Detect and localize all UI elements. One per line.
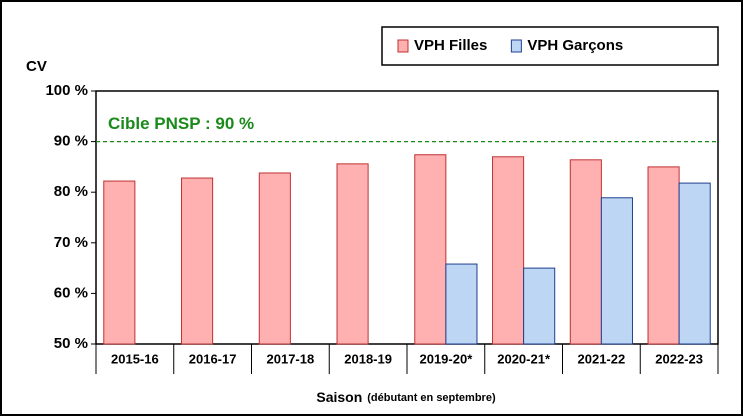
bar [678,182,711,345]
x-tick-label: 2018-19 [344,351,392,366]
bar [414,154,447,345]
bar [445,263,478,345]
bar [181,177,214,345]
x-tick-label: 2015-16 [111,351,159,366]
x-tick-label: 2020-21* [497,351,551,366]
x-tick-label: 2016-17 [189,351,237,366]
x-tick-label: 2022-23 [655,351,703,366]
target-label: Cible PNSP : 90 % [108,114,254,133]
legend-label: VPH Filles [414,37,487,54]
legend-label: VPH Garçons [527,37,623,54]
bar [569,159,602,345]
bar [492,156,525,345]
x-tick-label: 2017-18 [267,351,315,366]
y-axis-label: CV [26,58,47,75]
legend-swatch [397,39,409,53]
bar [523,267,556,345]
bar [647,166,680,345]
x-axis-note: (débutant en septembre) [367,392,496,404]
x-tick-label: 2021-22 [578,351,626,366]
y-tick-label: 80 % [54,183,88,200]
bar [336,163,369,345]
x-axis-title: Saison (débutant en septembre) [316,389,496,405]
y-tick-label: 60 % [54,284,88,301]
legend-box [381,26,719,66]
y-tick-label: 70 % [54,234,88,251]
y-tick-label: 100 % [45,82,88,99]
bar [103,180,136,345]
x-tick-label: 2019-20* [419,351,473,366]
y-tick-label: 50 % [54,335,88,352]
bar [258,172,291,345]
x-axis-label: Saison [316,389,362,405]
bar [600,197,633,345]
y-tick-label: 90 % [54,133,88,150]
legend-swatch [510,39,522,53]
